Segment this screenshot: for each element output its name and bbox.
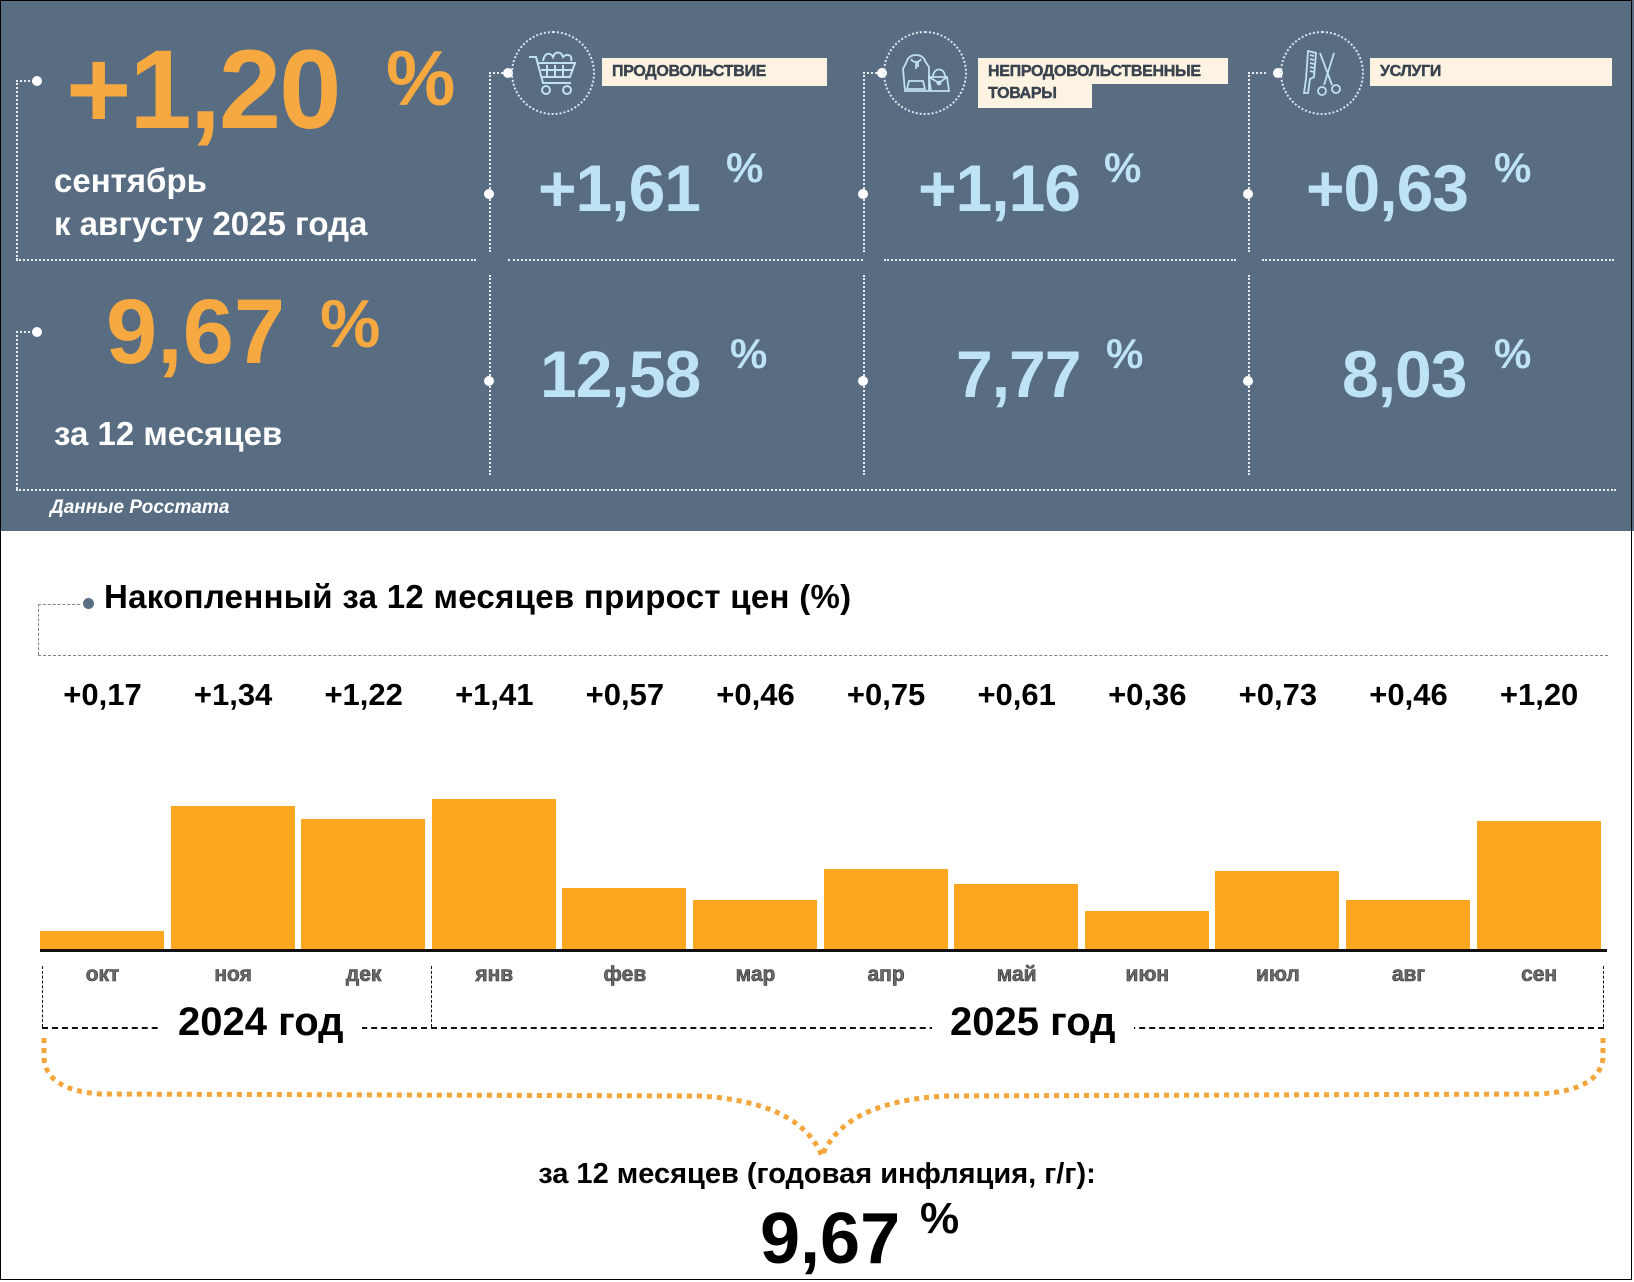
bar-июн [1084, 910, 1209, 949]
connector-dot [1243, 189, 1253, 199]
value-label: +1,22 [324, 677, 403, 712]
annual-caption: за 12 месяцев [54, 415, 283, 452]
services-monthly-value: +0,63% [1306, 144, 1532, 225]
bar-сен [1476, 821, 1601, 949]
year-label-2025: 2025 год [932, 1000, 1134, 1045]
bar-дек [301, 819, 426, 949]
nonfood-monthly-value: +1,16% [918, 144, 1142, 225]
month-label: сен [1521, 963, 1558, 987]
value-label: +1,41 [455, 677, 534, 712]
shopping-cart-icon [511, 31, 595, 115]
food-annual-value: 12,58% [540, 330, 768, 411]
connector-dot [32, 76, 42, 86]
connector-dot [877, 68, 887, 78]
month-label: фев [603, 963, 647, 987]
chart-title-dot [83, 598, 94, 609]
category-label-nonfood: НЕПРОДОВОЛЬСТВЕННЫЕ [978, 58, 1228, 84]
hoodie-handbag-icon [883, 31, 967, 115]
value-label: +0,61 [977, 677, 1056, 712]
value-label: +0,73 [1238, 677, 1318, 712]
value-label: +1,34 [193, 677, 273, 712]
month-label: дек [345, 963, 382, 987]
chart-title: Накопленный за 12 месяцев прирост цен (%… [104, 578, 852, 615]
connector-dot [503, 68, 513, 78]
value-label: +0,17 [63, 677, 142, 712]
month-label: окт [85, 963, 120, 987]
month-label: авг [1391, 963, 1426, 987]
nonfood-annual-value: 7,77% [956, 330, 1144, 411]
value-label: +0,57 [585, 677, 665, 712]
monthly-caption-line1: сентябрь [54, 162, 207, 199]
connector-dot [484, 189, 494, 199]
bar-июл [1215, 871, 1340, 949]
month-label: май [996, 963, 1037, 987]
value-label: +1,20 [1499, 677, 1579, 712]
connector-dot [858, 376, 868, 386]
month-label: мар [735, 963, 776, 987]
bar-ноя [170, 806, 295, 949]
value-label: +0,75 [846, 677, 926, 712]
curly-brace [41, 1038, 1606, 1160]
food-monthly-value: +1,61% [538, 144, 764, 225]
category-label-food: ПРОДОВОЛЬСТВИЕ [602, 58, 827, 86]
month-label: апр [867, 963, 905, 987]
bar-янв [431, 798, 556, 949]
month-label: ноя [214, 963, 252, 987]
monthly-caption-line2: к августу 2025 года [54, 205, 368, 242]
value-label: +0,46 [716, 677, 795, 712]
connector-dot [484, 376, 494, 386]
month-label: июл [1256, 963, 1300, 987]
bar-май [954, 884, 1079, 949]
comb-scissors-icon [1280, 31, 1364, 115]
x-axis [40, 949, 1607, 952]
value-label: +0,46 [1369, 677, 1448, 712]
bar-фев [562, 888, 687, 949]
month-label: июн [1125, 963, 1170, 987]
annual-inflation-value: 9,67% [760, 1194, 960, 1279]
connector-dot [1273, 68, 1283, 78]
connector-dot [32, 327, 42, 337]
annual-change-value: 9,67% [106, 281, 381, 383]
monthly-change-value: +1,20% [66, 27, 455, 152]
services-annual-value: 8,03% [1342, 330, 1532, 411]
summary-panel: +1,20% сентябрь к августу 2025 года 9,67… [0, 0, 1634, 531]
category-label-nonfood-line2: ТОВАРЫ [978, 84, 1092, 108]
bar-апр [823, 869, 948, 949]
category-label-services: УСЛУГИ [1370, 58, 1612, 86]
annual-inflation-caption: за 12 месяцев (годовая инфляция, г/г): [538, 1158, 1096, 1190]
connector-dot [858, 189, 868, 199]
connector-dot [1243, 376, 1253, 386]
bar-мар [693, 900, 817, 949]
value-label: +0,36 [1108, 677, 1187, 712]
data-source: Данные Росстата [50, 497, 230, 518]
month-label: янв [475, 963, 514, 987]
year-label-2024: 2024 год [160, 1000, 362, 1045]
bar-окт [40, 930, 164, 949]
bar-авг [1346, 900, 1470, 949]
